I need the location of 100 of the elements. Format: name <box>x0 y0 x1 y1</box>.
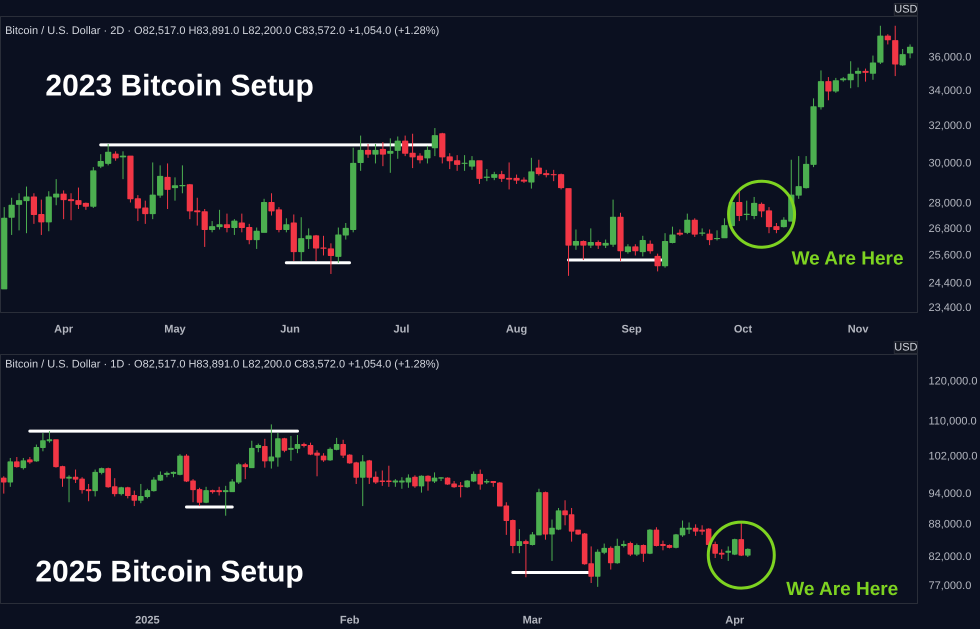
candlestick <box>634 543 640 557</box>
candlestick <box>477 469 483 490</box>
candlestick <box>66 474 72 503</box>
y-tick-label: 120,000.0 <box>928 375 978 388</box>
y-tick-label: 94,000.0 <box>928 488 972 500</box>
candlestick <box>203 486 209 504</box>
candlestick <box>640 544 646 562</box>
candlestick <box>624 244 632 254</box>
candlestick <box>614 538 620 564</box>
candlestick <box>412 474 418 488</box>
candlestick <box>900 48 906 66</box>
candlestick <box>476 160 483 184</box>
candlestick <box>231 218 238 236</box>
candlestick <box>328 242 334 274</box>
y-tick-label: 32,000.0 <box>928 120 972 132</box>
x-tick-label: Apr <box>725 614 745 626</box>
candlestick <box>282 437 288 453</box>
candlestick <box>714 230 720 241</box>
candlestick <box>855 67 862 88</box>
candlestick <box>825 76 832 101</box>
x-tick-label: Apr <box>54 324 74 336</box>
candlestick <box>588 228 594 249</box>
candlestick <box>360 454 366 507</box>
y-tick-label: 23,400.0 <box>928 302 972 314</box>
y-tick-label: 36,000.0 <box>928 52 972 64</box>
x-tick-label: Mar <box>522 614 543 626</box>
y-tick-label: 25,600.0 <box>928 250 972 262</box>
candlestick <box>283 218 290 233</box>
candlestick <box>0 476 7 494</box>
candlestick <box>654 253 661 272</box>
candlestick <box>164 162 171 210</box>
candlestick <box>248 440 255 468</box>
candlestick <box>432 128 438 157</box>
candlestick <box>424 145 431 164</box>
candlestick <box>387 138 394 174</box>
candlestick <box>120 150 126 180</box>
x-tick-label: Jul <box>394 324 410 336</box>
y-tick-label: 24,400.0 <box>928 277 972 290</box>
candlestick <box>870 55 876 80</box>
x-tick-label: Nov <box>848 324 870 336</box>
candlestick <box>8 457 14 488</box>
candlestick <box>706 228 713 246</box>
candlestick <box>580 240 586 261</box>
candlestick <box>640 235 646 257</box>
y-tick-label: 34,000.0 <box>928 84 972 97</box>
candlestick <box>20 457 26 470</box>
y-axis-title: USD <box>894 4 918 16</box>
x-tick-label: Oct <box>734 324 753 336</box>
candlestick <box>738 522 744 557</box>
y-tick-label: 28,000.0 <box>928 198 972 210</box>
candlestick <box>647 240 654 254</box>
text: Bitcoin / U.S. Dollar · 2D · O82,517.0 H83,891.0 L82,200.0 C83,572.0 +1,054.0 (+1.28%) <box>5 25 440 38</box>
candlestick <box>906 44 914 59</box>
text: 2025 Bitcoin Setup <box>35 556 304 589</box>
candlestick <box>892 25 898 77</box>
candlestick <box>572 228 580 250</box>
candlestick <box>884 34 891 45</box>
candlestick <box>523 539 529 578</box>
text: 2023 Bitcoin Setup <box>45 69 314 102</box>
candlestick <box>628 541 634 557</box>
candlestick <box>364 143 372 158</box>
candlestick <box>262 438 268 468</box>
y-tick-label: 102,000.0 <box>928 450 978 462</box>
x-tick-label: Aug <box>506 324 528 336</box>
candlestick <box>832 77 839 94</box>
x-tick-label: May <box>164 324 187 336</box>
candlestick <box>242 462 248 480</box>
candlestick <box>425 474 431 492</box>
candlestick <box>380 142 386 167</box>
candlestick <box>684 213 690 235</box>
y-tick-label: 77,000.0 <box>928 580 972 592</box>
x-tick-label: 2025 <box>135 614 160 626</box>
candlestick <box>418 474 424 494</box>
x-tick-label: Sep <box>622 324 642 336</box>
candlestick <box>358 135 364 172</box>
annotation: We Are Here <box>786 579 898 600</box>
y-axis-title: USD <box>894 342 918 354</box>
candlestick <box>14 456 20 468</box>
candlestick <box>632 244 638 256</box>
y-tick-label: 30,000.0 <box>928 157 972 170</box>
candlestick <box>528 157 534 190</box>
candlestick <box>608 546 614 570</box>
annotation: We Are Here <box>792 248 904 270</box>
candlestick <box>862 68 869 82</box>
candlestick <box>224 213 230 233</box>
candlestick <box>736 190 742 222</box>
x-tick-label: Jun <box>280 324 300 336</box>
chart-subtitle: Bitcoin / U.S. Dollar · 1D · O82,517.0 H83,891.0 L82,200.0 C83,572.0 +1,054.0 (+1.28%) <box>5 358 440 371</box>
candlestick <box>112 150 119 162</box>
candlestick <box>692 218 698 238</box>
x-tick-label: Feb <box>340 614 360 626</box>
candlestick <box>647 528 653 555</box>
candlestick <box>516 528 522 554</box>
y-tick-label: 88,000.0 <box>928 518 972 531</box>
y-tick-label: 26,800.0 <box>928 222 972 235</box>
y-tick-label: 82,000.0 <box>928 551 972 564</box>
candlestick <box>721 218 728 238</box>
candlestick <box>372 143 379 164</box>
candlestick <box>394 136 401 160</box>
y-tick-label: 110,000.0 <box>928 415 977 428</box>
